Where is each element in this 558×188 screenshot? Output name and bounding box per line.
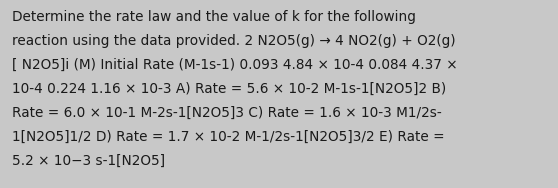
Text: Determine the rate law and the value of k for the following: Determine the rate law and the value of … <box>12 10 416 24</box>
Text: 10-4 0.224 1.16 × 10-3 A) Rate = 5.6 × 10-2 M-1s-1[N2O5]2 B): 10-4 0.224 1.16 × 10-3 A) Rate = 5.6 × 1… <box>12 82 446 96</box>
Text: [ N2O5]i (M) Initial Rate (M-1s-1) 0.093 4.84 × 10-4 0.084 4.37 ×: [ N2O5]i (M) Initial Rate (M-1s-1) 0.093… <box>12 58 458 72</box>
Text: 1[N2O5]1/2 D) Rate = 1.7 × 10-2 M-1/2s-1[N2O5]3/2 E) Rate =: 1[N2O5]1/2 D) Rate = 1.7 × 10-2 M-1/2s-1… <box>12 130 445 144</box>
Text: Rate = 6.0 × 10-1 M-2s-1[N2O5]3 C) Rate = 1.6 × 10-3 M1/2s-: Rate = 6.0 × 10-1 M-2s-1[N2O5]3 C) Rate … <box>12 106 442 120</box>
Text: 5.2 × 10−3 s-1[N2O5]: 5.2 × 10−3 s-1[N2O5] <box>12 154 165 168</box>
Text: reaction using the data provided. 2 N2O5(g) → 4 NO2(g) + O2(g): reaction using the data provided. 2 N2O5… <box>12 34 456 48</box>
